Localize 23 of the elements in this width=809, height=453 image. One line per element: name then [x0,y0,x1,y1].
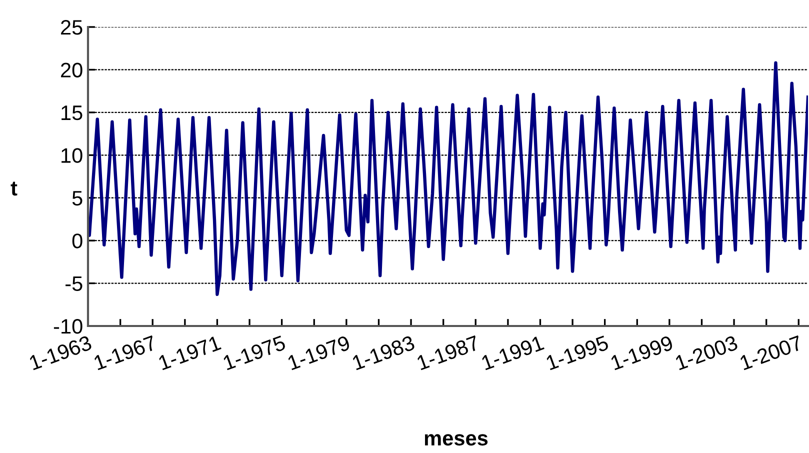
y-tick-label: -5 [66,276,82,292]
x-tick-label: 1-1983 [352,335,416,370]
y-tick-label: -10 [54,319,82,334]
y-tick-label: 5 [72,191,82,206]
y-axis-title: t [10,182,18,196]
x-tick-label: 1-1987 [416,335,480,370]
x-tick-label: 1-1999 [610,335,674,370]
y-tick-label: 15 [62,106,82,120]
x-tick-label: 1-1995 [546,335,610,370]
x-tick-label: 1-2007 [739,335,803,370]
x-tick-label: 1-1975 [222,335,286,370]
y-tick-label: 20 [61,62,82,78]
x-tick-label: 1-1967 [93,335,157,370]
line-series [88,61,808,296]
y-tick-label: 25 [61,20,82,35]
x-axis-title: meses [424,434,488,446]
x-tick-label: 1-1971 [158,335,222,370]
x-tick-label: 1-1979 [287,335,351,370]
x-tick-label: 1-2003 [674,335,738,370]
y-tick-label: 10 [62,148,82,163]
x-tick-label: 1-1991 [480,335,544,370]
y-tick-label: 0 [72,234,82,248]
x-tick-label: 1-1963 [28,335,92,370]
